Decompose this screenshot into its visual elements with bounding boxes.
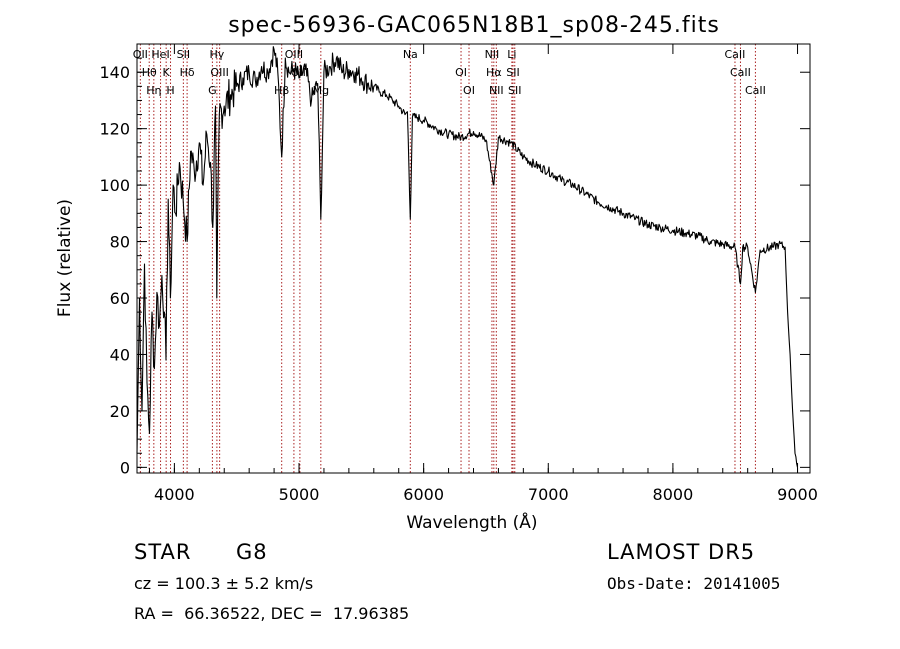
line-label: Li bbox=[507, 48, 516, 61]
line-label: OI bbox=[455, 66, 467, 79]
line-label: OII bbox=[133, 48, 148, 61]
line-label: H bbox=[166, 84, 174, 97]
y-tick-label: 100 bbox=[99, 176, 130, 195]
x-tick-label: 9000 bbox=[777, 485, 818, 504]
line-label: Hθ bbox=[142, 66, 157, 79]
line-label: CaII bbox=[730, 66, 751, 79]
line-label: OIII bbox=[210, 66, 228, 79]
x-tick-label: 4000 bbox=[154, 485, 195, 504]
line-label: K bbox=[163, 66, 171, 79]
line-label: SII bbox=[506, 66, 519, 79]
y-tick-label: 80 bbox=[110, 233, 130, 252]
line-label: Hγ bbox=[209, 48, 224, 61]
line-label: HeI bbox=[151, 48, 169, 61]
line-labels: OIIHθHηHeIKHSIIHδGHγOIIIHβOIIIOIIIMgNaOI… bbox=[133, 48, 766, 97]
x-axis-ticks: 4000 5000 6000 7000 8000 9000 bbox=[148, 44, 818, 504]
line-label: Hα bbox=[486, 66, 502, 79]
line-label: Hδ bbox=[180, 66, 195, 79]
x-tick-label: 5000 bbox=[279, 485, 320, 504]
line-label: Na bbox=[403, 48, 418, 61]
x-tick-label: 8000 bbox=[653, 485, 694, 504]
x-tick-label: 6000 bbox=[403, 485, 444, 504]
obs-date: Obs-Date: 20141005 bbox=[607, 574, 781, 593]
y-tick-label: 120 bbox=[99, 120, 130, 139]
coordinates: RA = 66.36522, DEC = 17.96385 bbox=[134, 604, 410, 623]
line-label: Mg bbox=[313, 84, 329, 97]
line-label: CaII bbox=[745, 84, 766, 97]
line-label: G bbox=[208, 84, 217, 97]
line-label: NII bbox=[489, 84, 504, 97]
y-tick-label: 0 bbox=[120, 458, 130, 477]
line-label: Hη bbox=[146, 84, 161, 97]
line-label: SII bbox=[177, 48, 190, 61]
line-label: OI bbox=[463, 84, 475, 97]
x-axis-label: Wavelength (Å) bbox=[406, 511, 537, 533]
line-label: CaII bbox=[725, 48, 746, 61]
chart-title: spec-56936-GAC065N18B1_sp08-245.fits bbox=[228, 13, 720, 38]
line-label: SII bbox=[508, 84, 521, 97]
x-tick-label: 7000 bbox=[528, 485, 569, 504]
y-tick-label: 40 bbox=[110, 345, 130, 364]
subclass: G8 bbox=[236, 540, 268, 564]
line-label: Hβ bbox=[274, 84, 289, 97]
y-tick-label: 140 bbox=[99, 63, 130, 82]
object-class: STAR bbox=[134, 540, 192, 564]
line-label: OIII bbox=[285, 48, 303, 61]
y-axis-label: Flux (relative) bbox=[55, 199, 75, 317]
velocity: cz = 100.3 ± 5.2 km/s bbox=[134, 574, 314, 593]
y-axis-ticks: 0 20 40 60 80 100 120 140 bbox=[99, 57, 810, 477]
spectrum-line bbox=[136, 46, 799, 468]
plot-frame bbox=[136, 43, 811, 474]
line-label: NII bbox=[485, 48, 500, 61]
line-markers bbox=[139, 44, 756, 473]
survey-name: LAMOST DR5 bbox=[607, 540, 756, 564]
y-tick-label: 60 bbox=[110, 289, 130, 308]
y-tick-label: 20 bbox=[110, 402, 130, 421]
